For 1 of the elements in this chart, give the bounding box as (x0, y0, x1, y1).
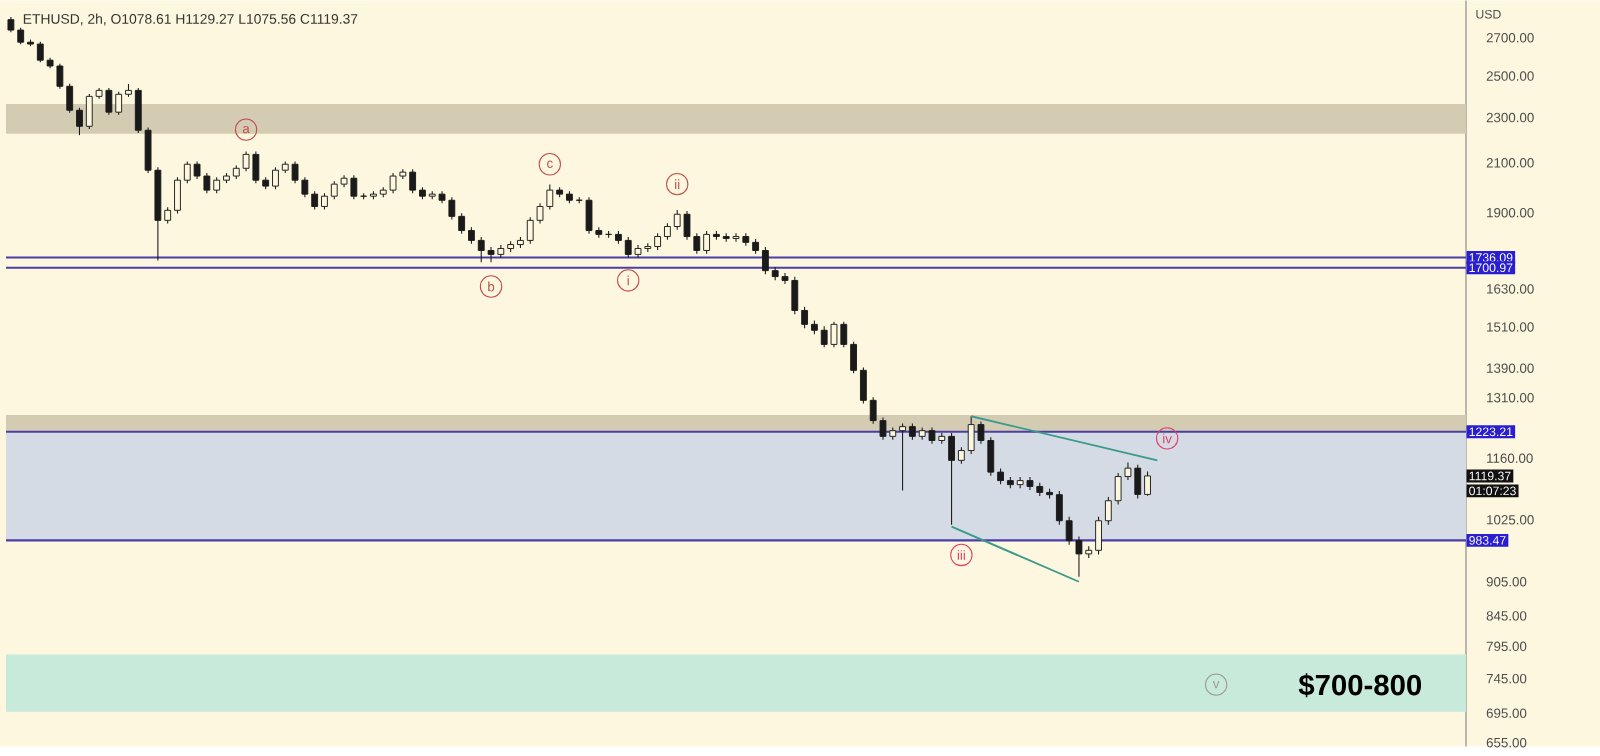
annotation: $700-800 (1298, 673, 1422, 698)
